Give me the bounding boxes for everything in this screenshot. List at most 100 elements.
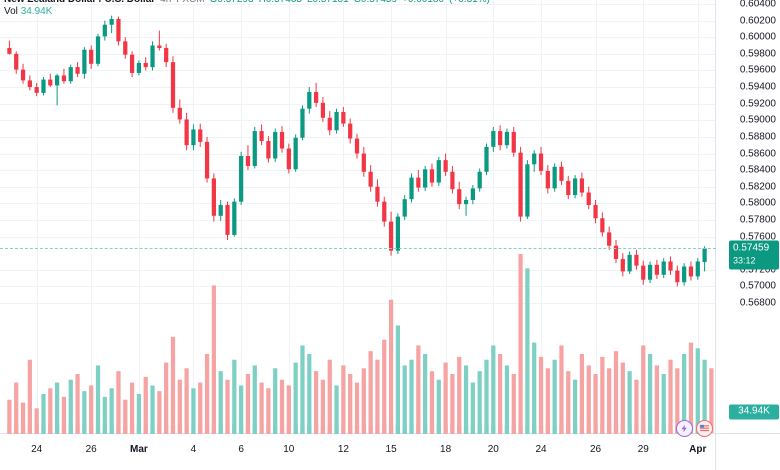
time-band-segment	[266, 425, 271, 434]
price-axis-tick: 0.60400	[739, 0, 776, 10]
candle-body	[368, 171, 373, 187]
time-band-segment	[136, 425, 142, 434]
volume-bar	[34, 408, 39, 434]
volume-bar	[20, 402, 26, 434]
volume-bar	[388, 299, 394, 434]
volume-bar	[313, 371, 319, 434]
price-axis-tick: 0.56800	[739, 297, 776, 309]
gridline-vertical	[288, 0, 290, 434]
time-band-segment	[341, 425, 346, 434]
candle-body	[647, 264, 653, 280]
candle-body	[279, 131, 285, 149]
time-scale[interactable]: 24 26 Mar 4 6 10 12 15 18 20 24 26 29 Apr	[0, 425, 716, 470]
economic-event-us-flag-icon[interactable]	[696, 420, 713, 437]
candle-body	[300, 108, 305, 138]
time-axis-tick: 15	[385, 444, 397, 455]
volume-bar	[600, 356, 605, 434]
candle-body	[286, 148, 291, 170]
candle-body	[259, 131, 264, 142]
time-band-segment	[525, 425, 530, 434]
candle-body	[675, 270, 680, 283]
time-band-segment	[129, 425, 135, 434]
legend-exchange: FXCM	[176, 0, 204, 5]
gridline-horizontal	[0, 219, 716, 221]
time-band-segment	[375, 425, 380, 434]
candle-body	[136, 62, 142, 73]
candle-body	[232, 201, 237, 235]
volume-bar	[273, 368, 278, 434]
gridline-horizontal	[0, 53, 716, 55]
candle-body	[388, 221, 394, 251]
candle-body	[402, 199, 407, 217]
candle-body	[545, 170, 550, 189]
time-band-segment	[579, 425, 585, 434]
price-axis-tick: 0.58200	[739, 181, 776, 193]
candle-body	[293, 137, 298, 170]
volume-bar	[27, 359, 32, 434]
volume-bar	[709, 368, 714, 434]
time-band-segment	[89, 425, 94, 434]
time-band-segment	[470, 425, 475, 434]
gridline-vertical	[391, 0, 393, 434]
time-band-segment	[293, 425, 298, 434]
volume-bar	[436, 379, 441, 434]
volume-bar	[109, 388, 114, 434]
candle-body	[627, 254, 632, 272]
chart-plot-area[interactable]	[0, 0, 716, 434]
time-band-segment	[48, 425, 53, 434]
candle-body	[61, 75, 67, 82]
volume-bar	[457, 356, 462, 434]
candle-body	[204, 141, 210, 179]
time-axis-tick: 6	[238, 444, 244, 455]
volume-bar	[545, 368, 550, 434]
gridline-horizontal	[0, 203, 716, 205]
volume-bar	[375, 359, 380, 434]
gridline-vertical	[643, 0, 645, 434]
time-band-segment	[7, 425, 12, 434]
volume-bar	[150, 385, 155, 434]
candle-body	[477, 171, 482, 189]
volume-bar	[7, 399, 12, 434]
time-band-segment	[14, 425, 19, 434]
gridline-vertical	[493, 0, 495, 434]
candle-body	[361, 153, 366, 172]
volume-bar	[68, 379, 73, 434]
volume-bar	[266, 388, 271, 434]
candle-body	[634, 254, 639, 266]
price-axis-tick: 0.58800	[739, 131, 776, 143]
legend-interval[interactable]: 4h	[160, 0, 171, 5]
candle-body	[504, 131, 510, 146]
time-band-segment	[34, 425, 39, 434]
time-band-segment	[668, 425, 673, 434]
us-flag-glyph	[699, 424, 710, 432]
volume-bar	[647, 354, 653, 434]
time-band-segment	[204, 425, 210, 434]
legend-symbol[interactable]: New Zealand Dollar / U.S. Dollar	[4, 0, 155, 5]
price-scale[interactable]: 0.60400 0.60200 0.60000 0.59800 0.59600 0.594…	[715, 0, 780, 434]
time-band-segment	[225, 425, 230, 434]
current-volume-badge[interactable]: 34.94K	[729, 404, 779, 420]
volume-bar	[477, 371, 482, 434]
price-axis-tick: 0.59400	[739, 81, 776, 93]
time-band-segment	[457, 425, 462, 434]
volume-bar	[416, 345, 421, 434]
candle-body	[55, 75, 60, 86]
candle-body	[225, 204, 230, 235]
time-band-segment	[354, 425, 360, 434]
candle-body	[457, 189, 462, 205]
time-band-segment	[116, 425, 121, 434]
volume-bar	[55, 382, 60, 434]
economic-event-bolt-icon[interactable]	[676, 420, 693, 437]
volume-legend-label[interactable]: Vol	[4, 6, 18, 17]
time-band-segment	[95, 425, 101, 434]
volume-bar	[348, 374, 353, 434]
candle-body	[579, 178, 585, 193]
candle-body	[572, 178, 578, 196]
volume-bar	[498, 354, 503, 434]
time-band-segment	[566, 425, 571, 434]
volume-bar	[252, 365, 257, 434]
current-price-badge[interactable]: 0.57459 33:12	[729, 240, 779, 270]
time-band-segment	[75, 425, 80, 434]
candle-body	[600, 218, 605, 233]
legend-close-label: C	[354, 0, 361, 5]
